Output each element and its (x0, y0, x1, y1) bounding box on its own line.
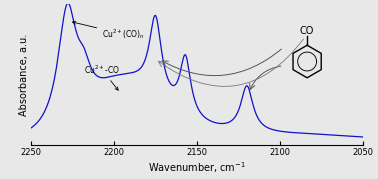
Y-axis label: Absorbance, a.u.: Absorbance, a.u. (19, 34, 29, 116)
Text: CO: CO (300, 26, 314, 36)
X-axis label: Wavenumber, cm$^{-1}$: Wavenumber, cm$^{-1}$ (148, 160, 246, 175)
Text: Cu$^{2+}$(CO)$_n$: Cu$^{2+}$(CO)$_n$ (73, 21, 145, 41)
Text: Cu$^{2+}$-CO: Cu$^{2+}$-CO (84, 63, 120, 90)
